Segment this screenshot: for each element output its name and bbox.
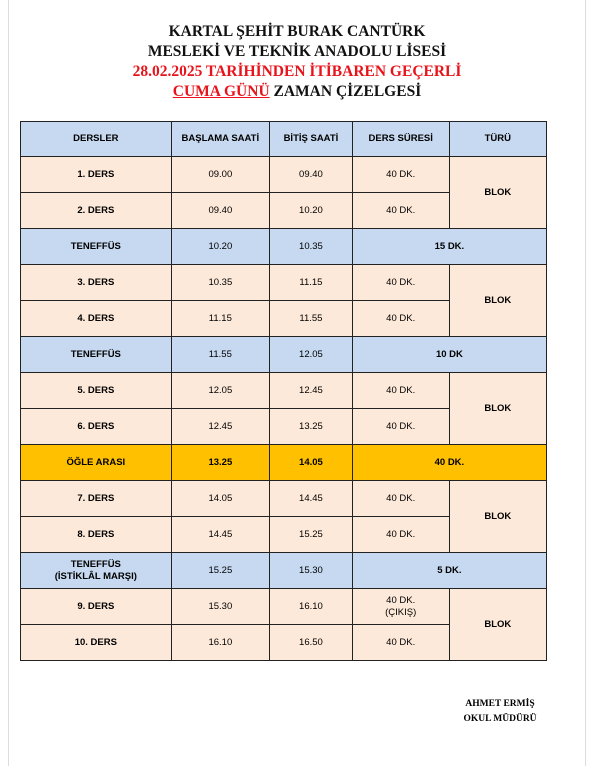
cell: 40 DK. (351, 516, 450, 553)
cell: 40 DK. (351, 156, 450, 193)
header: KARTAL ŞEHİT BURAK CANTÜRK MESLEKİ VE TE… (0, 22, 594, 102)
cell: 14.05 (269, 444, 353, 481)
cell: 12.45 (269, 372, 353, 409)
break-row: ÖĞLE ARASI 13.25 14.05 40 DK. (20, 444, 548, 481)
cell: 15.30 (170, 588, 271, 625)
cell: 11.55 (170, 336, 271, 373)
cell: 09.40 (170, 192, 271, 229)
cell: 11.15 (170, 300, 271, 337)
cell: 09.00 (170, 156, 271, 193)
day: CUMA GÜNÜ (172, 83, 270, 100)
cell: 12.05 (269, 336, 353, 373)
cell: 13.25 (170, 444, 271, 481)
cell: 40 DK. (351, 264, 450, 301)
cell: 12.45 (170, 408, 271, 445)
cell: 14.05 (170, 480, 271, 517)
signature: AHMET ERMİŞ OKUL MÜDÜRÜ (430, 697, 570, 727)
cell: 09.40 (269, 156, 353, 193)
lesson-name: 7. DERS (20, 480, 172, 517)
cell: 5 DK. (351, 552, 548, 589)
lesson-row: 4. DERS 11.15 11.55 40 DK. (20, 300, 547, 337)
lesson-row: 6. DERS 12.45 13.25 40 DK. (20, 408, 547, 445)
school-name: MESLEKİ VE TEKNİK ANADOLU LİSESİ (147, 43, 447, 60)
cell: 14.45 (170, 516, 271, 553)
header-row: DERSLER BAŞLAMA SAATİ BİTİŞ SAATİ DERS SÜRE… (20, 121, 548, 157)
cell: 40 DK. (351, 372, 450, 409)
break-row: TENEFFÜS (İSTİKLÂL MARŞI) 15.25 15.30 5 DK. (20, 552, 548, 589)
table-body: 1. DERS 09.00 09.40 40 DK. BLOK 2. DERS 09.40 1… (20, 156, 548, 661)
column-header: BAŞLAMA SAATİ (170, 121, 271, 157)
cell: 10.35 (170, 264, 271, 301)
break-name: TENEFFÜS (İSTİKLÂL MARŞI) (20, 552, 172, 589)
lesson-row: 10. DERS 16.10 16.50 40 DK. (20, 624, 547, 661)
schedule-title: CUMA GÜNÜ ZAMAN ÇİZELGESİ (0, 82, 594, 102)
cell: 10.35 (269, 228, 353, 265)
cell: 11.55 (269, 300, 353, 337)
column-header: DERS SÜRESİ (351, 121, 450, 157)
cell: 10.20 (269, 192, 353, 229)
lesson-row: 5. DERS 12.05 12.45 40 DK. BLOK (20, 372, 548, 445)
cell: 16.10 (170, 624, 271, 661)
schedule-table: DERSLER BAŞLAMA SAATİ BİTİŞ SAATİ DERS SÜRE… (20, 121, 548, 661)
cell: 15 DK. (351, 228, 548, 265)
cell: 40 DK. (351, 444, 548, 481)
cell: 40 DK. (351, 408, 450, 445)
break-row: TENEFFÜS 11.55 12.05 10 DK (20, 336, 548, 373)
lesson-row: 8. DERS 14.45 15.25 40 DK. (20, 516, 547, 553)
signer-name: AHMET ERMİŞ (465, 699, 535, 709)
lesson-name: 9. DERS (20, 588, 172, 625)
lesson-type: BLOK (448, 480, 548, 553)
cell: 10.20 (170, 228, 271, 265)
lesson-name: 6. DERS (20, 408, 172, 445)
cell: 12.05 (170, 372, 271, 409)
lesson-name: 4. DERS (20, 300, 172, 337)
lesson-row: 3. DERS 10.35 11.15 40 DK. BLOK (20, 264, 548, 337)
cell: 10 DK (351, 336, 548, 373)
lesson-name: 2. DERS (20, 192, 172, 229)
cell: 16.10 (269, 588, 353, 625)
lesson-name: 1. DERS (20, 156, 172, 193)
break-name: TENEFFÜS (20, 228, 172, 265)
lesson-row: 7. DERS 14.05 14.45 40 DK. BLOK (20, 480, 548, 553)
break-name: ÖĞLE ARASI (20, 444, 172, 481)
break-row: TENEFFÜS 10.20 10.35 15 DK. (20, 228, 548, 265)
cell: 16.50 (269, 624, 353, 661)
lesson-name: 3. DERS (20, 264, 172, 301)
cell: 15.30 (269, 552, 353, 589)
cell: 40 DK. (351, 300, 450, 337)
cell: 14.45 (269, 480, 353, 517)
valid-date: 28.02.2025 TARİHİNDEN İTİBAREN GEÇERLİ (132, 63, 462, 80)
lesson-row: 9. DERS 15.30 16.10 40 DK. (ÇIKIŞ) BLOK (20, 588, 548, 661)
cell: 40 DK. (ÇIKIŞ) (351, 588, 450, 625)
break-name: TENEFFÜS (20, 336, 172, 373)
lesson-type: BLOK (448, 156, 548, 229)
lesson-name: 5. DERS (20, 372, 172, 409)
school-name: KARTAL ŞEHİT BURAK CANTÜRK (168, 23, 426, 40)
column-header: TÜRÜ (448, 121, 548, 157)
cell: 15.25 (269, 516, 353, 553)
cell: 40 DK. (351, 624, 450, 661)
cell: 15.25 (170, 552, 271, 589)
column-header: DERSLER (20, 121, 172, 157)
cell: 40 DK. (351, 192, 450, 229)
cell: 40 DK. (351, 480, 450, 517)
lesson-type: BLOK (448, 588, 548, 661)
lesson-row: 1. DERS 09.00 09.40 40 DK. BLOK (20, 156, 548, 229)
lesson-name: 10. DERS (20, 624, 172, 661)
lesson-type: BLOK (448, 264, 548, 337)
page-frame (8, 0, 586, 766)
title-rest: ZAMAN ÇİZELGESİ (273, 83, 422, 100)
column-header: BİTİŞ SAATİ (269, 121, 353, 157)
lesson-name: 8. DERS (20, 516, 172, 553)
cell: 11.15 (269, 264, 353, 301)
lesson-type: BLOK (448, 372, 548, 445)
cell: 13.25 (269, 408, 353, 445)
signer-title: OKUL MÜDÜRÜ (463, 714, 537, 724)
